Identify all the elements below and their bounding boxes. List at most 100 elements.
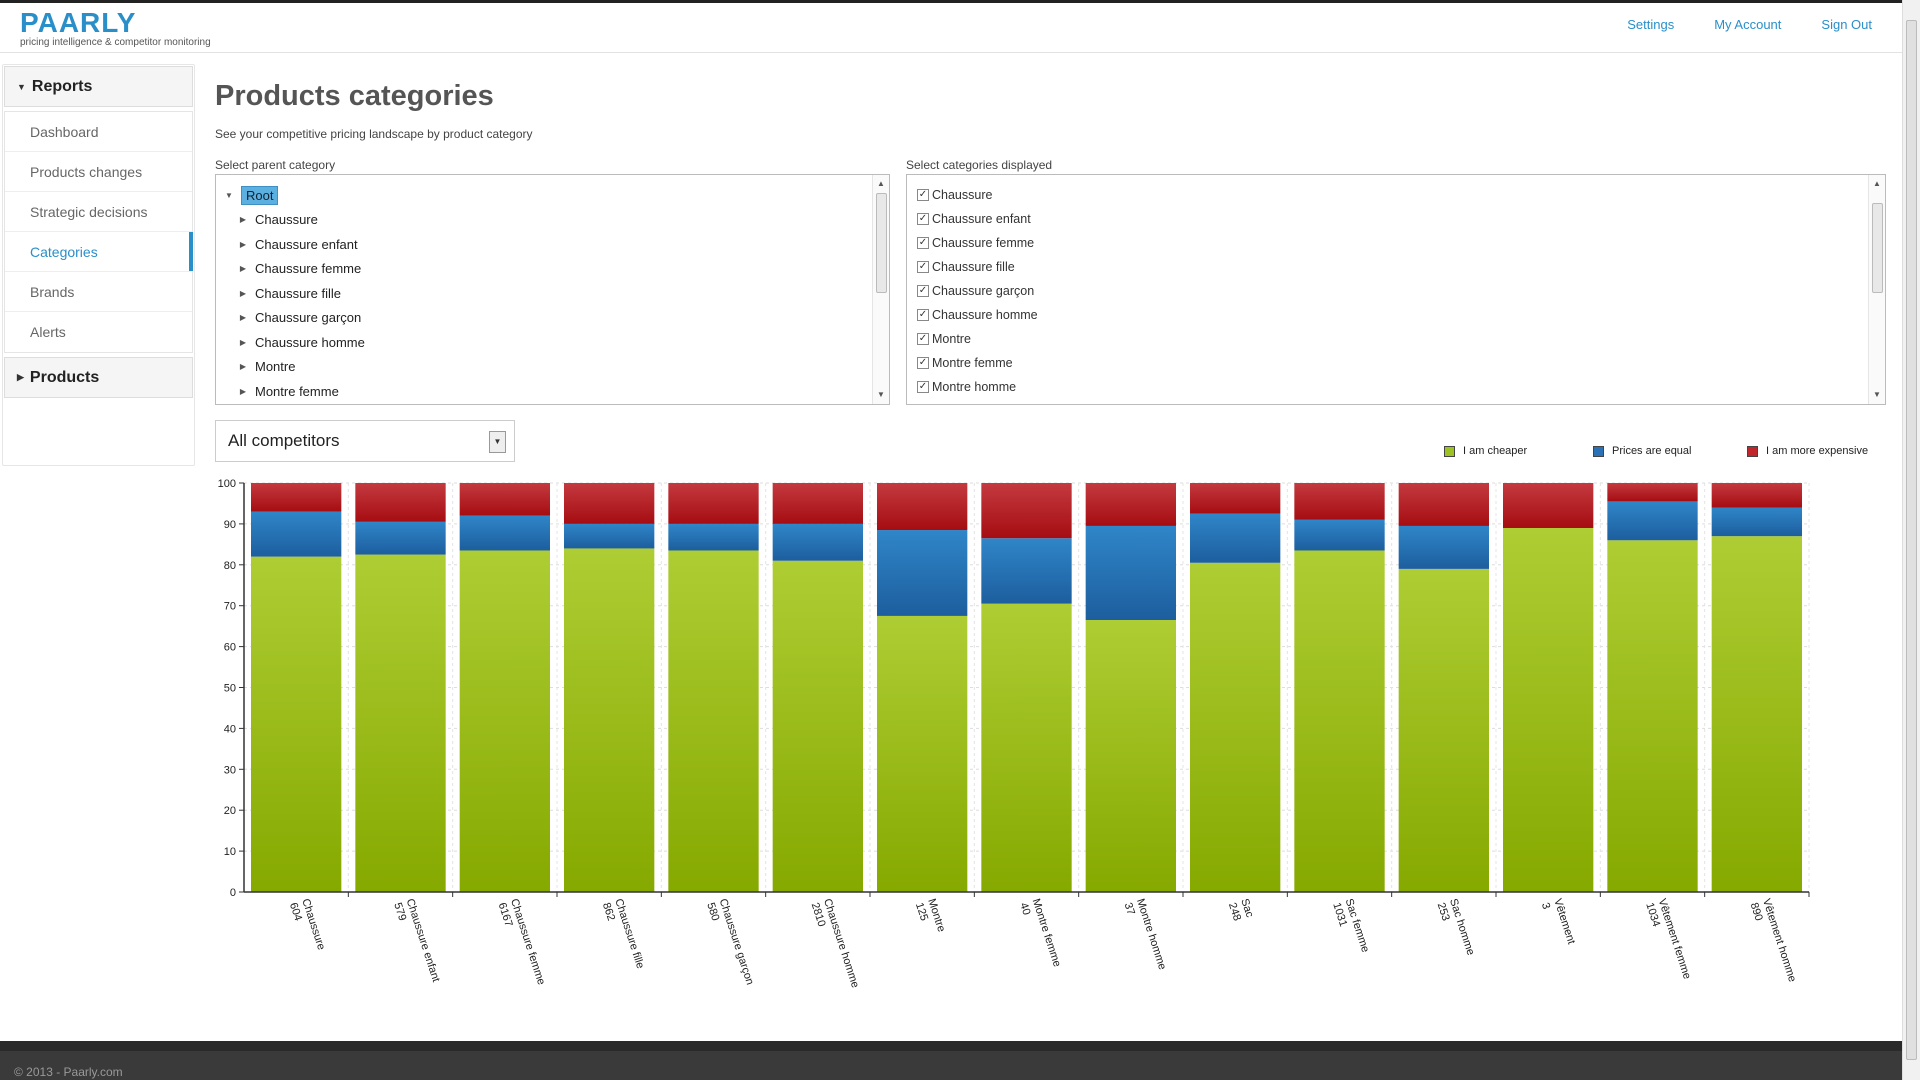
bar-segment — [877, 530, 968, 616]
products-section-header[interactable]: ▶ Products — [4, 357, 193, 398]
parent-category-label: Select parent category — [215, 158, 336, 172]
legend-expensive: I am more expensive — [1747, 445, 1868, 457]
y-tick-label: 40 — [224, 723, 236, 735]
collapsed-arrow-icon[interactable]: ▶ — [239, 215, 247, 225]
collapsed-arrow-icon[interactable]: ▶ — [239, 264, 247, 274]
tree-item[interactable]: ▶ Chaussure homme — [223, 330, 889, 355]
sidebar-item-strategic-decisions[interactable]: Strategic decisions — [5, 192, 192, 232]
reports-section-header[interactable]: ▼ Reports — [4, 66, 193, 107]
displayed-categories-label: Select categories displayed — [906, 158, 1053, 172]
products-label: Products — [29, 368, 100, 386]
category-checkbox-row[interactable]: ✓ Chaussure — [917, 183, 1885, 207]
checkbox-label: Montre homme — [932, 380, 1017, 394]
collapsed-arrow-icon[interactable]: ▶ — [239, 288, 247, 298]
category-checkbox-row[interactable]: ✓ Montre homme — [917, 375, 1885, 399]
collapsed-arrow-icon[interactable]: ▶ — [239, 239, 247, 249]
sidebar-item-alerts[interactable]: Alerts — [30, 324, 66, 340]
checkbox-scroll-thumb[interactable] — [1872, 203, 1883, 293]
bar-segment — [355, 483, 446, 522]
page-scrollbar[interactable] — [1902, 0, 1920, 1080]
x-tick-label: Chaussure femme6167 — [496, 897, 548, 990]
tree-item[interactable]: ▶ Chaussure femme — [223, 257, 889, 282]
tree-root[interactable]: ▼ Root — [223, 183, 889, 208]
category-checkbox-row[interactable]: ✓ Montre — [917, 327, 1885, 351]
competitor-select[interactable]: All competitors ▼ — [215, 420, 515, 462]
checkbox-label: Chaussure garçon — [932, 284, 1035, 298]
bar-segment — [564, 483, 655, 524]
category-checkbox-row[interactable]: ✓ Chaussure homme — [917, 303, 1885, 327]
bar-segment — [251, 556, 342, 892]
bar-segment — [668, 550, 759, 892]
tree-item[interactable]: ▶ Chaussure — [223, 208, 889, 233]
category-checkbox-row[interactable]: ✓ Chaussure garçon — [917, 279, 1885, 303]
x-tick-label: Chaussure enfant579 — [391, 897, 442, 987]
parent-category-tree[interactable]: ▼ Root ▶ Chaussure ▶ Chaussure enfant ▶ Chaus… — [215, 174, 890, 405]
sidebar-item-brands[interactable]: Brands — [5, 272, 192, 312]
checkbox-label: Chaussure — [932, 188, 993, 202]
checkbox-label: Montre — [932, 332, 971, 346]
displayed-categories-list[interactable]: ✓ Chaussure ✓ Chaussure enfant ✓ Chaussure fe… — [906, 174, 1886, 405]
sidebar-item-products-changes[interactable]: Products changes — [5, 152, 192, 192]
checkbox[interactable]: ✓ — [917, 285, 929, 297]
bar-segment — [1711, 536, 1802, 892]
logo[interactable]: PAARLY pricing intelligence & competitor… — [20, 8, 211, 48]
tree-item[interactable]: ▶ Chaussure garçon — [223, 306, 889, 331]
scroll-up-icon[interactable]: ▲ — [877, 179, 885, 188]
bar-segment — [1503, 483, 1594, 528]
checkbox-scrollbar[interactable]: ▲ ▼ — [1868, 175, 1885, 404]
tree-item[interactable]: ▶ Montre — [223, 355, 889, 380]
y-tick-label: 20 — [224, 805, 236, 817]
checkbox[interactable]: ✓ — [917, 309, 929, 321]
tree-scroll-thumb[interactable] — [876, 193, 887, 293]
bar-segment — [668, 523, 759, 551]
bar-segment — [1085, 620, 1176, 892]
y-tick-label: 100 — [218, 478, 236, 490]
collapsed-arrow-icon[interactable]: ▶ — [239, 313, 247, 323]
legend-swatch-cheaper — [1444, 445, 1455, 457]
caret-right-icon: ▶ — [17, 372, 24, 382]
y-tick-label: 60 — [224, 642, 236, 654]
checkbox[interactable]: ✓ — [917, 381, 929, 393]
collapsed-arrow-icon[interactable]: ▶ — [239, 362, 247, 372]
checkbox[interactable]: ✓ — [917, 261, 929, 273]
expanded-arrow-icon: ▼ — [225, 190, 233, 200]
bar-segment — [772, 483, 863, 524]
bar-segment — [355, 554, 446, 892]
checkbox[interactable]: ✓ — [917, 333, 929, 345]
collapsed-arrow-icon[interactable]: ▶ — [239, 386, 247, 396]
sidebar-item-categories[interactable]: Categories — [5, 232, 193, 272]
sign-out-link[interactable]: Sign Out — [1821, 17, 1872, 32]
dropdown-arrow-icon[interactable]: ▼ — [489, 431, 506, 453]
checkbox[interactable]: ✓ — [917, 213, 929, 225]
x-tick-label: Chaussure604 — [287, 897, 327, 955]
scroll-down-icon[interactable]: ▼ — [1873, 390, 1881, 399]
tree-scrollbar[interactable]: ▲ ▼ — [872, 175, 889, 404]
checkbox[interactable]: ✓ — [917, 357, 929, 369]
category-checkbox-row[interactable]: ✓ Chaussure enfant — [917, 207, 1885, 231]
settings-link[interactable]: Settings — [1627, 17, 1675, 32]
checkbox[interactable]: ✓ — [917, 237, 929, 249]
tree-item-label: Montre — [255, 359, 296, 375]
category-checkbox-row[interactable]: ✓ Chaussure fille — [917, 255, 1885, 279]
bar-segment — [251, 511, 342, 557]
scroll-down-icon[interactable]: ▼ — [877, 390, 885, 399]
page-scroll-thumb[interactable] — [1906, 20, 1917, 1060]
my-account-link[interactable]: My Account — [1714, 17, 1782, 32]
checkbox[interactable]: ✓ — [917, 189, 929, 201]
x-tick-label: Sac homme253 — [1435, 897, 1477, 961]
x-tick-label: Sac248 — [1226, 897, 1256, 923]
tree-item[interactable]: ▶ Montre femme — [223, 379, 889, 404]
tree-item[interactable]: ▶ Chaussure enfant — [223, 232, 889, 257]
bar-segment — [1503, 527, 1594, 892]
scroll-up-icon[interactable]: ▲ — [1873, 179, 1881, 188]
category-checkbox-row[interactable]: ✓ Montre femme — [917, 351, 1885, 375]
category-checkbox-row[interactable]: ✓ Chaussure femme — [917, 231, 1885, 255]
sidebar-item-dashboard[interactable]: Dashboard — [5, 112, 192, 152]
collapsed-arrow-icon[interactable]: ▶ — [239, 337, 247, 347]
x-tick-label: Montre homme37 — [1122, 897, 1169, 975]
tree-item-label: Chaussure fille — [255, 285, 341, 301]
bar-segment — [772, 523, 863, 561]
tree-item[interactable]: ▶ Chaussure fille — [223, 281, 889, 306]
bar-segment — [877, 483, 968, 531]
bar-segment — [459, 483, 550, 516]
